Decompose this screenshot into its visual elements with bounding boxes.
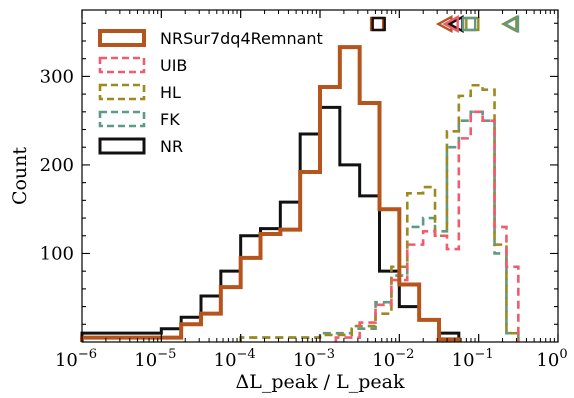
series-4	[80, 105, 461, 342]
x-tick-label: 100	[536, 347, 567, 371]
marker-1	[371, 16, 386, 32]
x-tick-label: 10−6	[55, 347, 97, 371]
series-0	[80, 45, 461, 342]
plot-frame	[81, 9, 559, 343]
histogram-step-0	[80, 45, 461, 342]
x-axis-label: ΔL_peak / L_peak	[236, 371, 405, 393]
series-2	[239, 83, 520, 342]
y-axis-label: Count	[9, 147, 31, 205]
x-tick-label: 10−1	[452, 347, 494, 371]
legend-label: NRSur7dq4Remnant	[160, 29, 323, 48]
axis-ticks	[81, 10, 559, 342]
legend-swatch	[98, 137, 146, 155]
legend-label: NR	[160, 137, 183, 156]
marker-5	[465, 16, 480, 32]
x-tick-label: 10−2	[372, 347, 414, 371]
legend-entry-1: UIB	[98, 56, 187, 75]
legend-entry-3: FK	[98, 110, 180, 129]
legend-label: UIB	[160, 56, 187, 75]
series-1	[334, 110, 520, 342]
histogram-step-1	[334, 110, 520, 342]
x-tick-label: 10−3	[293, 347, 335, 371]
legend: NRSur7dq4Remnant UIB HL FK NR	[98, 29, 323, 156]
x-tick-label: 10−5	[134, 347, 176, 371]
legend-swatch	[98, 56, 146, 74]
legend-entry-0: NRSur7dq4Remnant	[98, 29, 323, 48]
marker-6	[461, 16, 477, 32]
legend-label: FK	[160, 110, 180, 129]
marker-8	[502, 14, 520, 34]
x-tick-label: 10−4	[214, 347, 256, 371]
legend-entry-4: NR	[98, 137, 183, 156]
legend-label: HL	[160, 83, 181, 102]
y-tick-label: 100	[40, 243, 74, 264]
legend-swatch	[98, 29, 146, 47]
tick-labels: 10−6 10−5 10−4 10−3 10−2 10−1 100 100 200 300	[40, 66, 568, 371]
legend-entry-2: HL	[98, 83, 181, 102]
histogram-step-2	[239, 83, 520, 342]
legend-swatch	[98, 110, 146, 128]
histogram-bars	[80, 45, 520, 342]
y-tick-label: 200	[40, 155, 74, 176]
histogram-step-4	[80, 105, 461, 342]
legend-swatch	[98, 83, 146, 101]
y-tick-label: 300	[40, 66, 74, 87]
peak-markers	[369, 14, 520, 34]
marker-4	[442, 14, 459, 34]
